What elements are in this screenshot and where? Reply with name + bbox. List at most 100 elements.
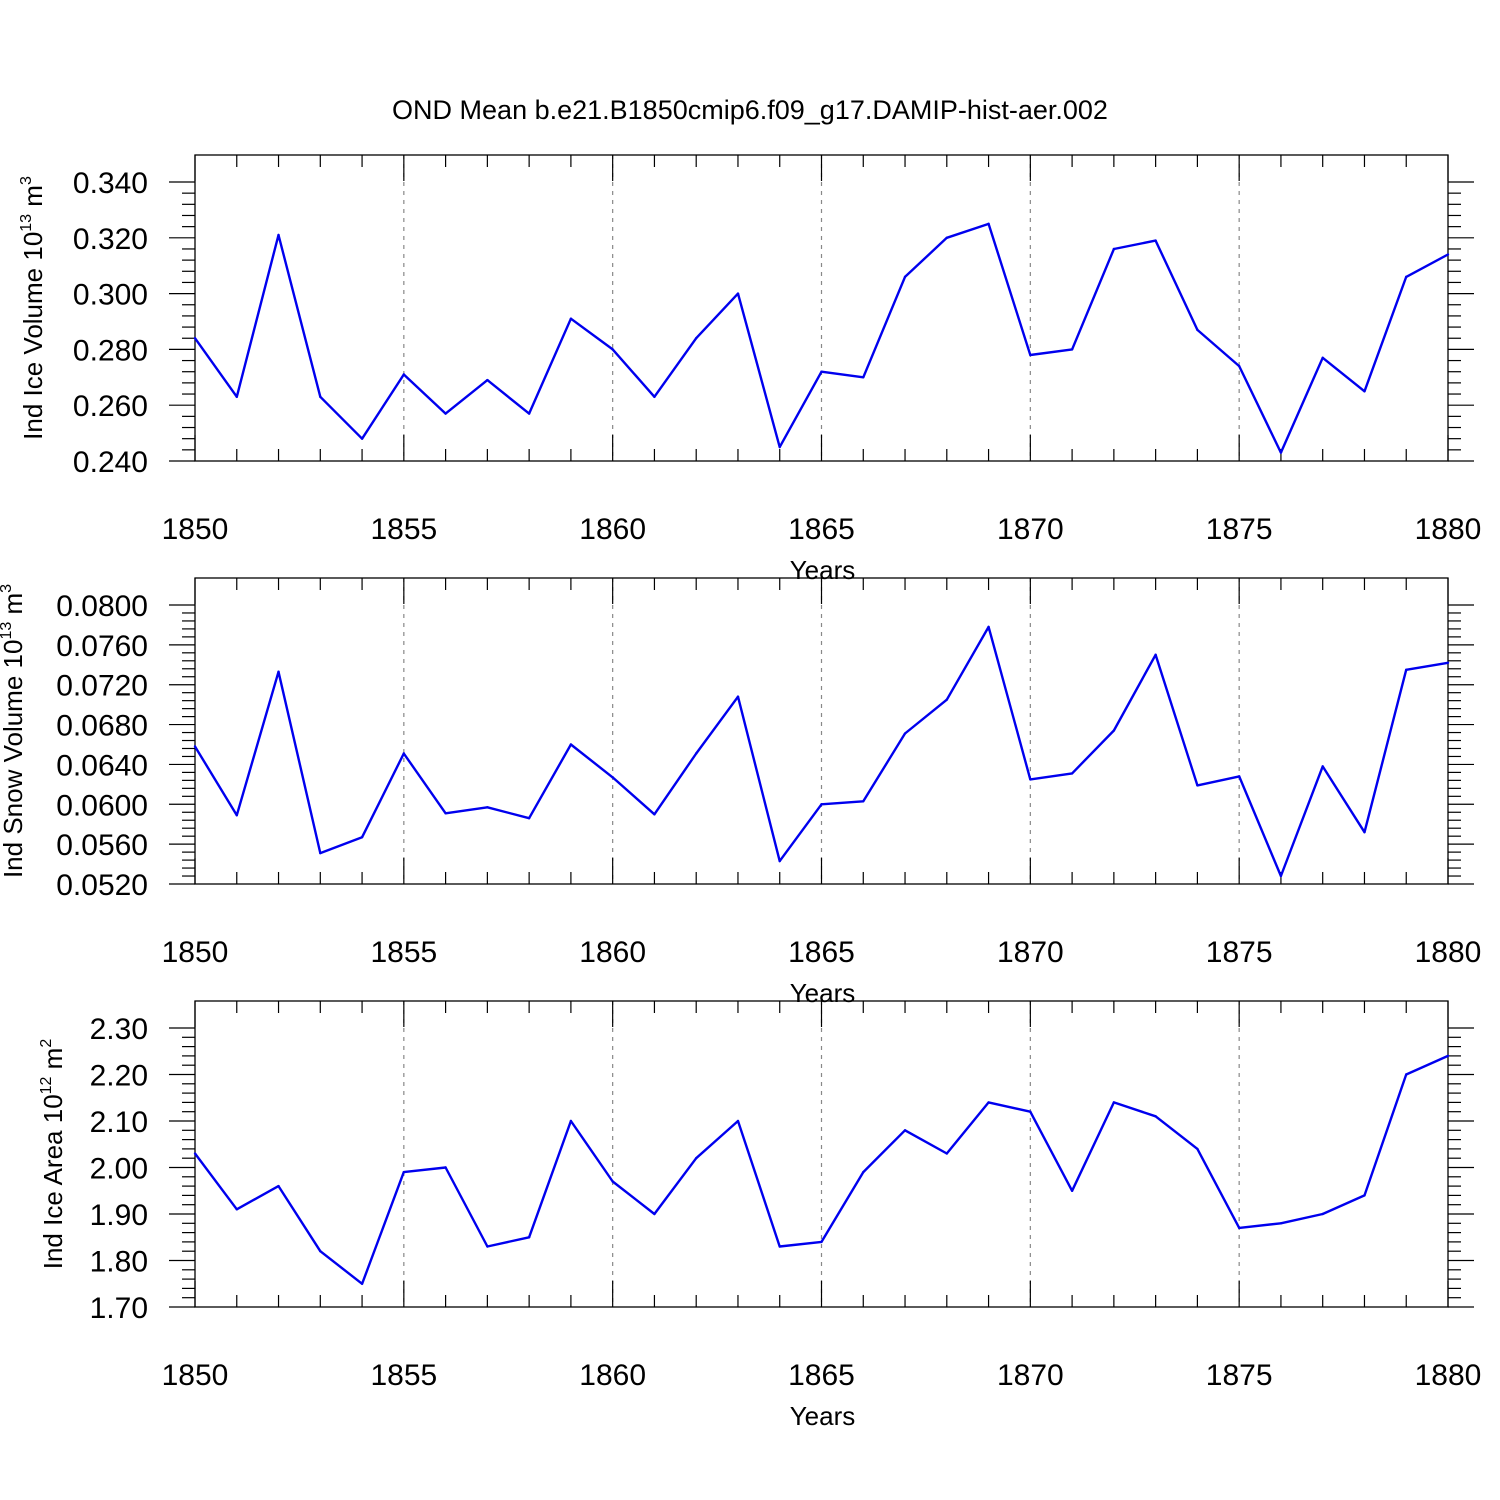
x-axis-label: Years	[790, 1401, 856, 1431]
y-axis-label-part: Ind Ice Area 10	[38, 1094, 68, 1269]
data-point	[736, 1119, 740, 1123]
data-point	[1154, 1115, 1157, 1118]
data-point	[1237, 1226, 1241, 1230]
data-point	[903, 275, 907, 279]
data-point	[736, 292, 740, 295]
data-point	[1029, 778, 1032, 781]
data-point	[277, 670, 280, 673]
data-point	[611, 776, 614, 779]
y-tick-label: 0.300	[73, 279, 148, 312]
data-point	[1154, 239, 1157, 242]
y-axis-label-part: m	[38, 1048, 68, 1077]
data-point	[1279, 1222, 1283, 1225]
data-point	[360, 835, 364, 839]
data-point	[1029, 1110, 1032, 1113]
x-tick-label: 1870	[997, 513, 1064, 546]
y-tick-label: 1.90	[90, 1199, 148, 1232]
data-point	[611, 1180, 614, 1183]
y-axis-label-superscript: 13	[18, 214, 35, 232]
x-axis-label: Years	[790, 555, 856, 585]
data-point	[444, 812, 447, 815]
data-point	[820, 370, 823, 373]
y-axis-label: Ind Ice Area 1012 m2	[38, 1039, 68, 1270]
y-tick-label: 2.00	[90, 1153, 148, 1186]
data-point	[486, 378, 489, 382]
data-point	[820, 1240, 823, 1244]
y-axis-label-superscript: 3	[18, 176, 35, 185]
x-tick-label: 1880	[1415, 936, 1482, 969]
y-tick-label: 0.0560	[56, 829, 148, 862]
x-tick-label: 1880	[1415, 513, 1482, 546]
y-tick-label: 0.0680	[56, 710, 148, 743]
x-tick-label: 1850	[162, 1359, 229, 1392]
x-tick-label: 1855	[370, 936, 437, 969]
x-tick-label: 1875	[1206, 1359, 1273, 1392]
data-point	[569, 1119, 573, 1123]
x-tick-label: 1855	[370, 513, 437, 546]
y-tick-label: 2.30	[90, 1013, 148, 1046]
y-axis-label-part: Ind Ice Volume 10	[18, 232, 48, 440]
x-tick-label: 1865	[788, 1359, 855, 1392]
data-point	[1279, 874, 1283, 878]
data-point	[903, 732, 907, 735]
y-tick-label: 0.340	[73, 167, 148, 200]
data-point	[402, 752, 406, 755]
data-point	[527, 412, 531, 415]
data-point	[1405, 668, 1408, 671]
data-point	[695, 1157, 698, 1160]
x-tick-label: 1855	[370, 1359, 437, 1392]
data-point	[653, 395, 656, 399]
x-tick-label: 1860	[579, 1359, 646, 1392]
data-point	[235, 814, 238, 817]
data-point	[1112, 247, 1116, 251]
data-point	[987, 625, 990, 629]
y-tick-label: 0.240	[73, 446, 148, 479]
x-tick-label: 1865	[788, 936, 855, 969]
data-point	[1446, 661, 1450, 664]
data-point	[1363, 390, 1366, 393]
data-point	[945, 698, 948, 701]
y-tick-label: 0.0720	[56, 670, 148, 703]
data-point	[778, 445, 781, 449]
y-axis-label-part: m	[0, 593, 28, 622]
y-tick-label: 0.0800	[56, 590, 148, 623]
data-point	[193, 337, 197, 340]
x-tick-label: 1860	[579, 513, 646, 546]
data-point	[277, 233, 280, 237]
x-tick-label: 1860	[579, 936, 646, 969]
y-tick-label: 0.0760	[56, 630, 148, 663]
data-point	[319, 395, 322, 399]
y-tick-label: 1.80	[90, 1246, 148, 1279]
y-axis-label-part: Ind Snow Volume 10	[0, 640, 28, 879]
y-tick-label: 0.0600	[56, 789, 148, 822]
x-tick-label: 1850	[162, 513, 229, 546]
data-point	[820, 803, 823, 806]
data-point	[360, 437, 364, 440]
data-point	[486, 1245, 489, 1248]
panel-3: 1850 1855 1860 1865 1870 1875 1880 1.70 1.80 1.90…	[38, 1000, 1481, 1431]
data-point	[1405, 275, 1408, 279]
data-point	[1112, 1101, 1116, 1104]
data-point	[1196, 784, 1199, 787]
x-tick-label: 1850	[162, 936, 229, 969]
data-point	[1070, 1189, 1074, 1192]
data-point	[1196, 1147, 1199, 1151]
data-point	[653, 1212, 656, 1216]
data-point	[1446, 253, 1450, 256]
y-axis-label-superscript: 3	[0, 584, 15, 593]
figure-title: OND Mean b.e21.B1850cmip6.f09_g17.DAMIP-…	[392, 95, 1108, 125]
data-point	[527, 1236, 531, 1239]
data-point	[862, 376, 865, 379]
data-point	[1321, 765, 1324, 768]
data-point	[235, 1208, 238, 1211]
data-point	[360, 1282, 364, 1285]
data-point	[1029, 353, 1032, 357]
y-tick-label: 0.0640	[56, 749, 148, 782]
data-point	[1405, 1073, 1408, 1076]
data-point	[695, 752, 698, 755]
data-point	[695, 337, 698, 340]
x-tick-label: 1875	[1206, 513, 1273, 546]
panel-2: 1850 1855 1860 1865 1870 1875 1880 0.0520 0.0560…	[0, 577, 1482, 1008]
x-tick-label: 1875	[1206, 936, 1273, 969]
